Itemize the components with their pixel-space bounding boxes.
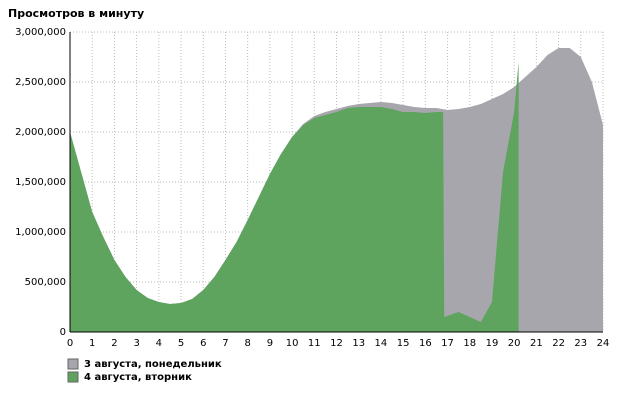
y-tick-label: 1,000,000 <box>15 227 66 238</box>
x-tick-label: 3 <box>133 338 139 349</box>
x-tick-label: 12 <box>330 338 343 349</box>
x-tick-label: 10 <box>286 338 299 349</box>
area <box>70 62 519 332</box>
y-tick-label: 500,000 <box>25 277 66 288</box>
x-tick-label: 8 <box>244 338 250 349</box>
legend-swatch <box>67 358 79 370</box>
chart-title: Просмотров в минуту <box>8 7 144 20</box>
x-tick-label: 13 <box>352 338 365 349</box>
x-tick-label: 17 <box>441 338 454 349</box>
x-tick-label: 24 <box>597 338 610 349</box>
x-tick-label: 6 <box>200 338 206 349</box>
x-tick-label: 19 <box>486 338 499 349</box>
legend-label: 4 августа, вторник <box>84 372 192 383</box>
x-tick-label: 14 <box>375 338 388 349</box>
x-tick-label: 9 <box>267 338 273 349</box>
y-tick-label: 2,000,000 <box>15 127 66 138</box>
x-tick-label: 11 <box>308 338 321 349</box>
x-tick-label: 15 <box>397 338 410 349</box>
y-tick-label: 3,000,000 <box>15 27 66 38</box>
x-tick-label: 21 <box>530 338 543 349</box>
x-tick-label: 5 <box>178 338 184 349</box>
x-tick-label: 23 <box>574 338 587 349</box>
y-tick-label: 2,500,000 <box>15 77 66 88</box>
x-tick-label: 0 <box>67 338 73 349</box>
y-tick-label: 1,500,000 <box>15 177 66 188</box>
x-tick-label: 7 <box>222 338 228 349</box>
x-tick-label: 18 <box>463 338 476 349</box>
x-tick-label: 1 <box>89 338 95 349</box>
x-tick-label: 16 <box>419 338 432 349</box>
x-tick-label: 4 <box>156 338 162 349</box>
x-tick-label: 22 <box>552 338 565 349</box>
y-tick-label: 0 <box>60 327 66 338</box>
x-tick-label: 2 <box>111 338 117 349</box>
legend-label: 3 августа, понедельник <box>84 359 222 370</box>
x-tick-label: 20 <box>508 338 521 349</box>
legend-swatch <box>67 371 79 383</box>
